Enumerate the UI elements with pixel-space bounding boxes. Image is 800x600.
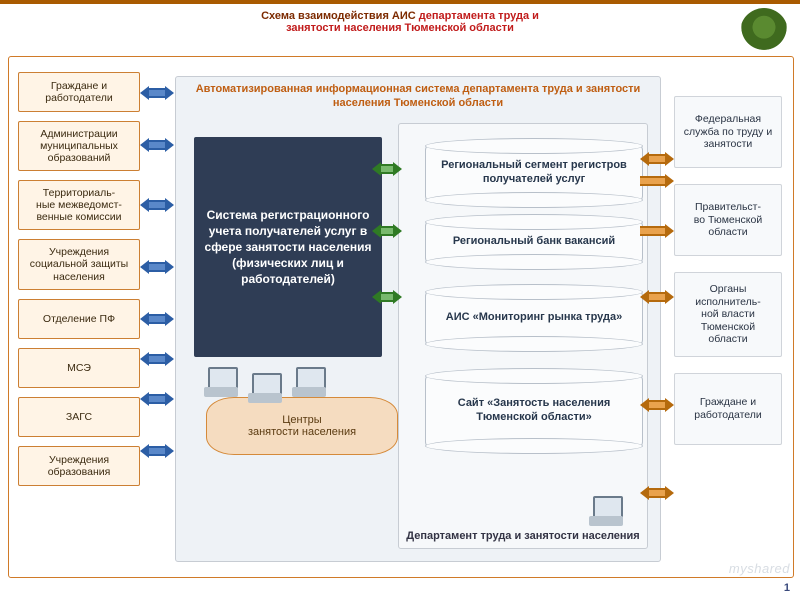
watermark: myshared — [729, 561, 790, 576]
left-box-citizens: Граждане и работодатели — [18, 72, 140, 112]
title-line2: занятости населения Тюменской области — [286, 22, 514, 34]
db-vacancies: Региональный банк вакансий — [425, 220, 643, 264]
left-box-edu: Учреждения образования — [18, 446, 140, 486]
right-box-citizens: Граждане и работодатели — [674, 373, 782, 445]
right-box-gov: Правительст- во Тюменской области — [674, 184, 782, 256]
registration-system-box: Система регистрационного учета получател… — [194, 137, 382, 357]
title-prefix: Схема взаимодействия АИС — [261, 10, 419, 22]
top-border — [0, 0, 800, 4]
pc-icon — [292, 367, 326, 397]
right-box-exec: Органы исполнитель- ной власти Тюменской… — [674, 272, 782, 357]
department-label: Департамент труда и занятости населения — [399, 530, 647, 542]
left-box-commissions: Территориаль- ные межведомст- венные ком… — [18, 180, 140, 230]
db-monitoring: АИС «Мониторинг рынка труда» — [425, 290, 643, 346]
pc-icon — [248, 373, 282, 403]
department-panel: Региональный сегмент регистров получател… — [398, 123, 648, 549]
left-box-mse: МСЭ — [18, 348, 140, 388]
pc-icon — [204, 367, 238, 397]
ais-title: Автоматизированная информационная систем… — [184, 83, 652, 111]
employment-centers: Центры занятости населения — [206, 397, 398, 455]
ais-panel: Автоматизированная информационная систем… — [175, 76, 661, 562]
main-title: Схема взаимодействия АИС департамента тр… — [0, 10, 800, 34]
pc-icon — [589, 496, 623, 526]
region-emblem-icon — [740, 8, 788, 56]
db-site: Сайт «Занятость населения Тюменской обла… — [425, 374, 643, 448]
right-column: Федеральная служба по труду и занятости … — [674, 96, 782, 461]
title-highlight: департамента труда и — [419, 10, 539, 22]
db-registry: Региональный сегмент регистров получател… — [425, 144, 643, 202]
page-number: 1 — [784, 582, 790, 594]
diagram-root: Схема взаимодействия АИС департамента тр… — [0, 0, 800, 600]
left-column: Граждане и работодатели Администрации му… — [18, 72, 140, 495]
right-box-federal: Федеральная служба по труду и занятости — [674, 96, 782, 168]
left-box-pf: Отделение ПФ — [18, 299, 140, 339]
left-box-zags: ЗАГС — [18, 397, 140, 437]
left-box-social: Учреждения социальной защиты населения — [18, 239, 140, 289]
left-box-admin: Администрации муниципальных образований — [18, 121, 140, 171]
